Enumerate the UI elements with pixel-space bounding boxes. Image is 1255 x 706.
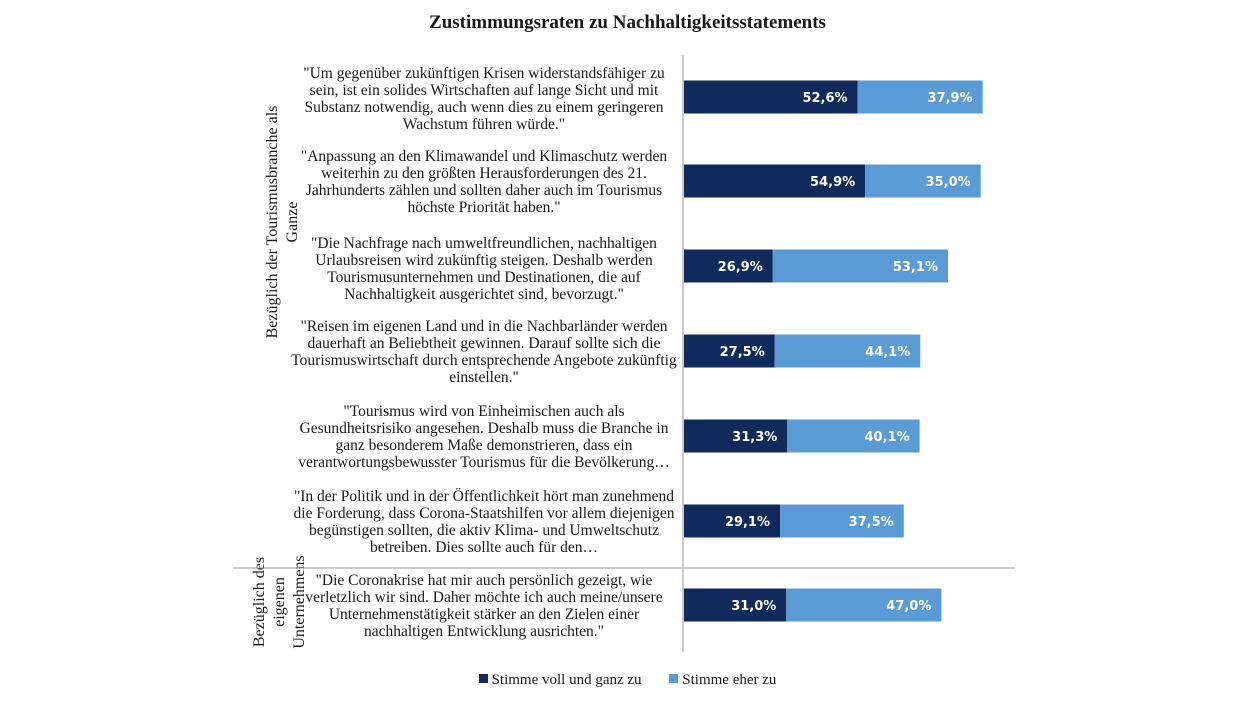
legend-swatch <box>669 674 679 683</box>
data-label: 26,9% <box>718 260 763 275</box>
data-label: 29,1% <box>725 515 770 530</box>
bar-somewhat-agree <box>772 249 948 283</box>
bar-strongly-agree <box>684 588 787 622</box>
bar-strongly-agree <box>684 80 858 114</box>
data-label: 31,3% <box>732 430 777 445</box>
bar-strongly-agree <box>684 164 866 198</box>
statement-label: "Reisen im eigenen Land und in die Nachb… <box>291 318 677 386</box>
legend-swatch <box>478 674 488 683</box>
data-label: 37,5% <box>849 515 894 530</box>
data-label: 54,9% <box>810 175 855 190</box>
bars-group: 52,6% 37,9% 54,9% 35,0% 26,9% 53,1% 27,5% 44,1%… <box>684 80 983 622</box>
statement-label: "Tourismus wird von Einheimischen auch a… <box>298 403 670 471</box>
bar-somewhat-agree <box>857 80 983 114</box>
legend-label: Stimme voll und ganz zu <box>491 672 642 688</box>
data-label: 47,0% <box>886 599 931 614</box>
statement-label: "Die Coronakrise hat mir auch persönlich… <box>305 572 663 640</box>
data-label: 52,6% <box>802 91 847 106</box>
statement-label: "Um gegenüber zukünftigen Krisen widerst… <box>303 65 665 133</box>
bar-somewhat-agree <box>787 419 920 453</box>
bar-somewhat-agree <box>780 504 904 538</box>
bar-somewhat-agree <box>865 164 981 198</box>
data-label: 27,5% <box>720 345 765 360</box>
legend-item: Stimme voll und ganz zu <box>478 672 642 689</box>
data-label: 31,0% <box>731 599 776 614</box>
chart-title: Zustimmungsraten zu Nachhaltigkeitsstate… <box>429 12 826 33</box>
bar-somewhat-agree <box>786 588 942 622</box>
data-label: 44,1% <box>865 345 910 360</box>
data-label: 37,9% <box>928 91 973 106</box>
statement-label: "Die Nachfrage nach umweltfreundlichen, … <box>311 235 657 303</box>
statement-label: "Anpassung an den Klimawandel und Klimas… <box>300 148 668 216</box>
bar-strongly-agree <box>684 249 773 283</box>
data-label: 53,1% <box>893 260 938 275</box>
bar-somewhat-agree <box>774 334 921 368</box>
bar-strongly-agree <box>684 334 775 368</box>
data-label: 35,0% <box>926 175 971 190</box>
bar-strongly-agree <box>684 504 781 538</box>
legend-item: Stimme eher zu <box>669 672 776 689</box>
legend-label: Stimme eher zu <box>682 672 777 688</box>
statement-label: "In der Politik und in der Öffentlichkei… <box>293 488 675 556</box>
bar-strongly-agree <box>684 419 788 453</box>
data-label: 40,1% <box>865 430 910 445</box>
legend: Stimme voll und ganz zu Stimme eher zu <box>0 672 1255 689</box>
